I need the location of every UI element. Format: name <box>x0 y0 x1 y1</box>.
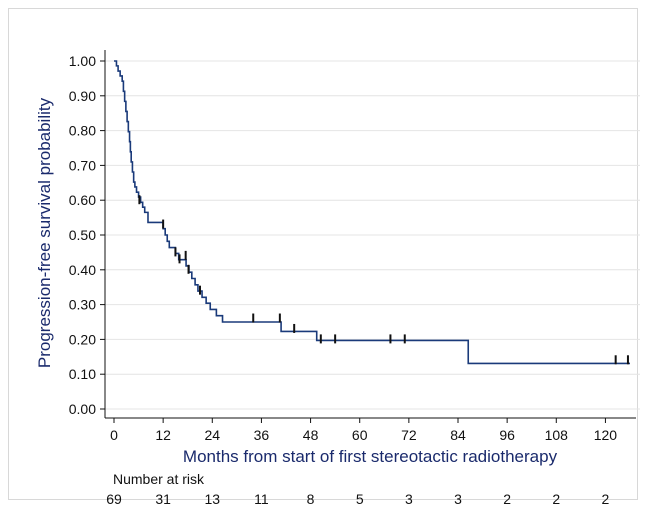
x-tick-label: 60 <box>352 427 368 443</box>
y-tick-label: 0.10 <box>69 366 96 382</box>
number-at-risk-value: 69 <box>106 491 122 507</box>
y-tick-label: 0.30 <box>69 297 96 313</box>
y-tick-label: 1.00 <box>69 53 96 69</box>
number-at-risk-value: 31 <box>155 491 171 507</box>
y-tick-label: 0.90 <box>69 88 96 104</box>
x-axis-title: Months from start of first stereotactic … <box>183 447 558 466</box>
number-at-risk-value: 3 <box>405 491 413 507</box>
number-at-risk-value: 2 <box>602 491 610 507</box>
y-tick-label: 0.20 <box>69 331 96 347</box>
number-at-risk-value: 13 <box>204 491 220 507</box>
x-tick-label: 24 <box>204 427 220 443</box>
y-tick-label: 0.00 <box>69 401 96 417</box>
x-tick-label: 36 <box>254 427 270 443</box>
number-at-risk-title: Number at risk <box>113 471 205 487</box>
x-tick-label: 120 <box>594 427 618 443</box>
y-tick-label: 0.70 <box>69 157 96 173</box>
number-at-risk-value: 2 <box>552 491 560 507</box>
x-tick-label: 72 <box>401 427 417 443</box>
chart-frame <box>8 8 638 500</box>
x-tick-label: 84 <box>450 427 466 443</box>
number-at-risk-value: 5 <box>356 491 364 507</box>
x-tick-label: 108 <box>545 427 569 443</box>
gridlines <box>104 60 640 410</box>
number-at-risk-value: 3 <box>454 491 462 507</box>
x-tick-label: 48 <box>303 427 319 443</box>
y-tick-label: 0.50 <box>69 227 96 243</box>
number-at-risk-value: 2 <box>503 491 511 507</box>
y-axis-title: Progression-free survival probability <box>35 97 54 368</box>
censor-marks <box>138 195 629 365</box>
x-tick-label: 96 <box>499 427 515 443</box>
x-tick-label: 0 <box>110 427 118 443</box>
x-tick-label: 12 <box>155 427 171 443</box>
number-at-risk-row: 69 31 13 11 8 5 3 3 2 2 2 <box>106 491 609 507</box>
y-tick-label: 0.80 <box>69 123 96 139</box>
axes <box>100 50 636 423</box>
number-at-risk-value: 8 <box>307 491 315 507</box>
survival-curve <box>114 60 630 365</box>
tick-labels: 0.00 0.10 0.20 0.30 0.40 0.50 0.60 0.70 0.80 0.90… <box>69 53 618 443</box>
y-tick-label: 0.40 <box>69 262 96 278</box>
number-at-risk-value: 11 <box>254 491 269 507</box>
y-tick-label: 0.60 <box>69 192 96 208</box>
